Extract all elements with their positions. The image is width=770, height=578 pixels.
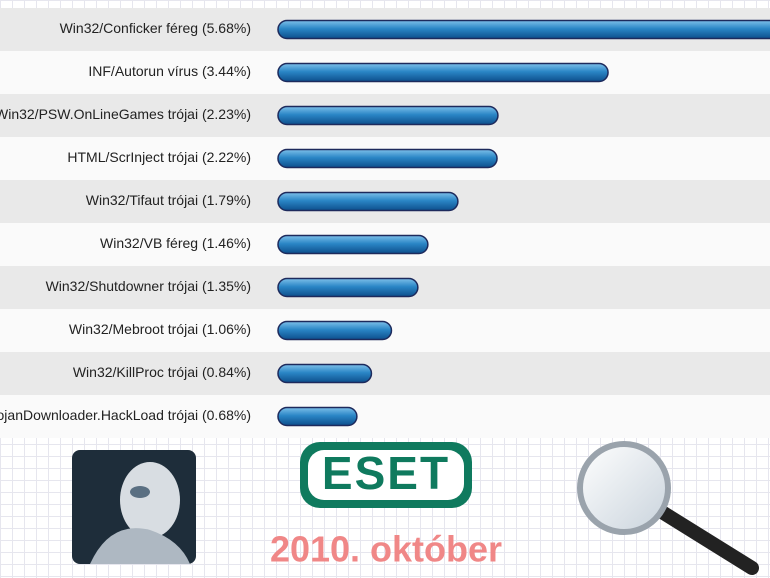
robot-image [72, 450, 196, 564]
logo-text: ESET [322, 447, 450, 499]
bar [277, 148, 498, 169]
eset-logo: ESET [300, 442, 472, 508]
bar [277, 62, 609, 83]
bar [277, 105, 499, 126]
category-label: Win32/TrojanDownloader.HackLoad trójai (… [0, 407, 251, 423]
bar [277, 19, 770, 40]
bar [277, 320, 393, 341]
row-background [0, 352, 770, 395]
category-label: Win32/Tifaut trójai (1.79%) [86, 192, 251, 208]
row-background [0, 395, 770, 438]
bar [277, 191, 459, 212]
category-label: Win32/Conficker féreg (5.68%) [60, 20, 251, 36]
category-label: Win32/PSW.OnLineGames trójai (2.23%) [0, 106, 251, 122]
bar [277, 234, 429, 255]
category-label: HTML/ScrInject trójai (2.22%) [67, 149, 251, 165]
category-label: Win32/VB féreg (1.46%) [100, 235, 251, 251]
magnifier-image [577, 441, 759, 575]
category-label: INF/Autorun vírus (3.44%) [88, 63, 251, 79]
bar [277, 277, 419, 298]
bar [277, 363, 373, 384]
date: 2010. október [270, 529, 502, 570]
category-label: Win32/Shutdowner trójai (1.35%) [46, 278, 251, 294]
bar [277, 406, 358, 427]
category-label: Win32/Mebroot trójai (1.06%) [69, 321, 251, 337]
category-label: Win32/KillProc trójai (0.84%) [73, 364, 251, 380]
